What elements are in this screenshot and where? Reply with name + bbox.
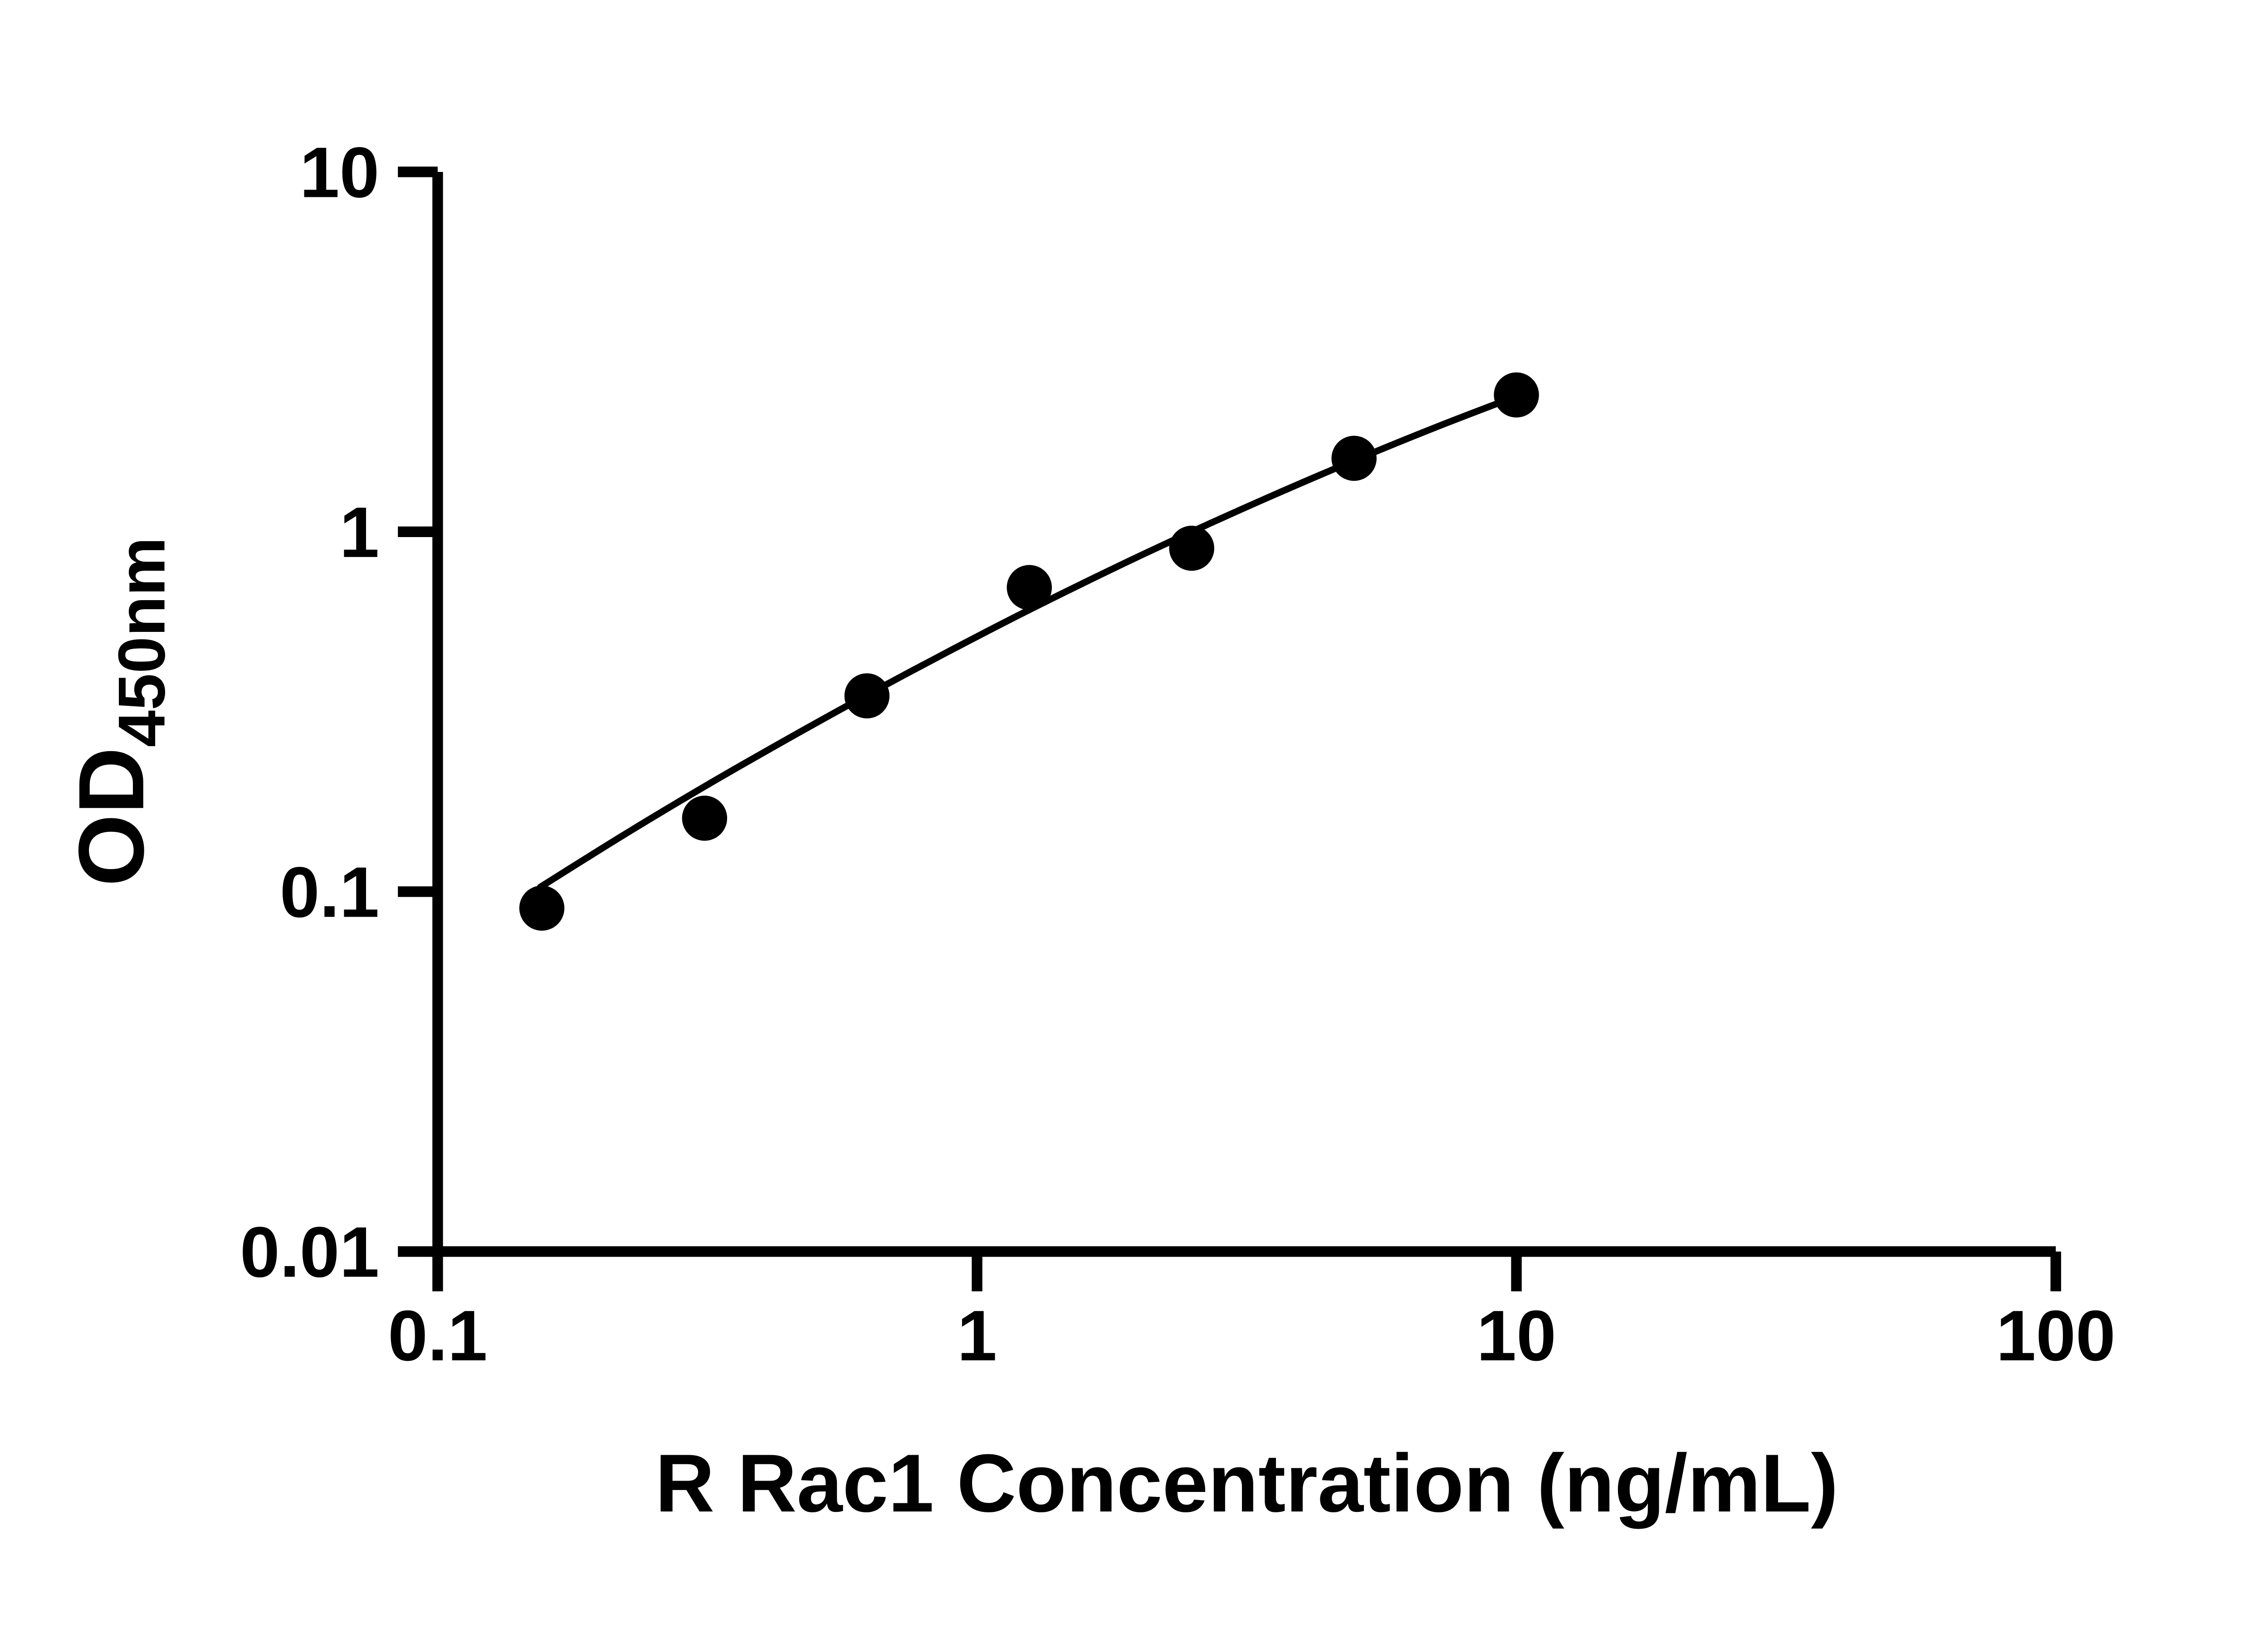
x-tick-label: 100 (1996, 1296, 2115, 1376)
x-axis-title: R Rac1 Concentration (ng/mL) (655, 1437, 1838, 1529)
y-axis-title: OD450nm (60, 537, 179, 886)
data-point (1007, 565, 1052, 610)
x-tick-label: 0.1 (388, 1296, 487, 1376)
y-axis-title-subscript: 450nm (105, 537, 179, 747)
y-tick-label: 10 (300, 133, 380, 213)
y-tick-label: 0.1 (280, 852, 379, 932)
data-point (519, 885, 565, 931)
x-tick-label: 1 (957, 1296, 997, 1376)
x-tick-label: 10 (1476, 1296, 1556, 1376)
data-point (1331, 435, 1377, 481)
y-axis-title-main: OD (60, 747, 163, 886)
y-tick-label: 0.01 (240, 1213, 379, 1292)
y-tick-label: 1 (339, 493, 379, 572)
data-point (1494, 372, 1539, 418)
data-point (682, 796, 728, 841)
data-point (844, 673, 890, 719)
data-points-layer (519, 372, 1539, 931)
axis-spine (432, 171, 2056, 1257)
data-point (1169, 525, 1214, 571)
